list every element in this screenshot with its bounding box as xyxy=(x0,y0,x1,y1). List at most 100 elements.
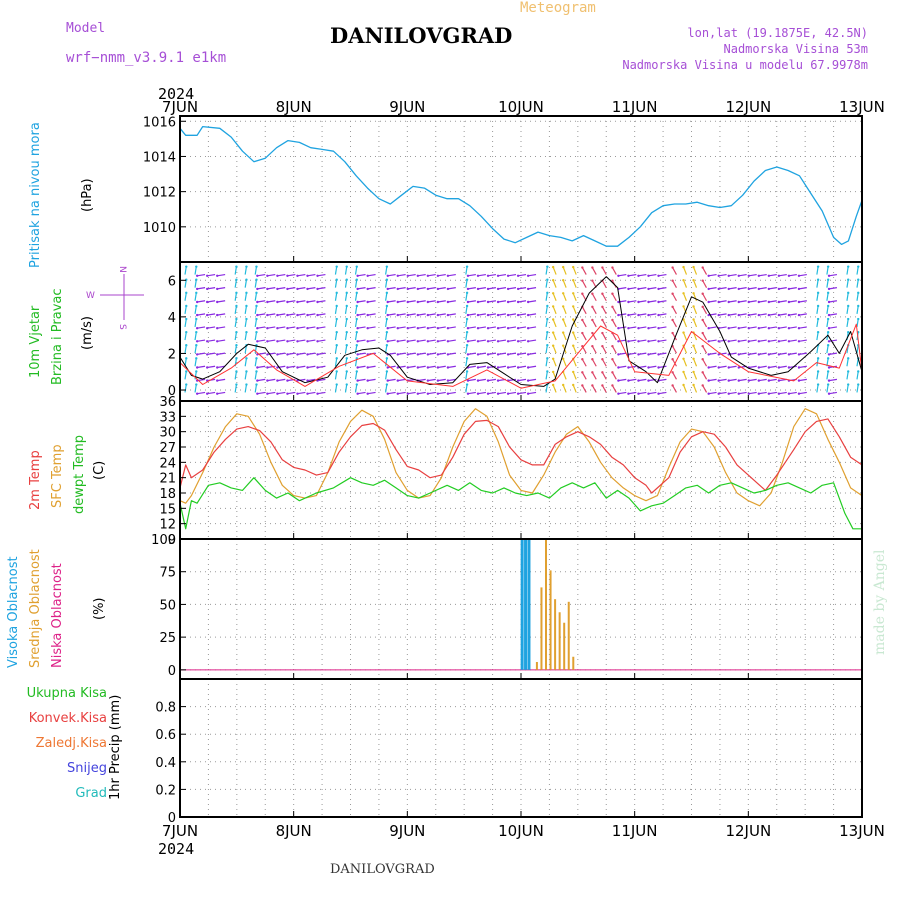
wind-barb xyxy=(277,313,286,316)
wind-barb-head xyxy=(682,357,685,361)
wind-barb xyxy=(194,279,197,288)
wind-barb-head xyxy=(816,291,820,295)
wind-barb-head xyxy=(185,383,188,386)
wind-barb xyxy=(184,279,187,288)
wind-barb xyxy=(497,391,507,395)
wind-barb-head xyxy=(816,304,820,308)
wind-barb xyxy=(497,339,507,342)
wind-barb-head xyxy=(777,366,781,369)
wind-barb xyxy=(507,273,517,277)
wind-barb xyxy=(778,287,787,290)
wind-barb-head xyxy=(306,366,309,369)
y-tick-label: 1014 xyxy=(143,150,176,165)
wind-barb-head xyxy=(216,274,219,278)
wind-barb xyxy=(297,378,306,382)
wind-barb-head xyxy=(727,274,730,278)
wind-barb xyxy=(467,300,476,303)
wind-barb-head xyxy=(647,313,650,317)
wind-barb xyxy=(244,292,248,301)
wind-barb xyxy=(572,319,577,328)
wind-barb-head xyxy=(787,366,791,369)
wind-barb-head xyxy=(757,313,761,317)
wind-barb xyxy=(768,391,777,395)
wind-barb xyxy=(828,273,838,277)
wind-barb-head xyxy=(486,274,490,278)
wind-barb xyxy=(702,358,708,367)
wind-barb xyxy=(518,273,527,277)
wind-barb-head xyxy=(426,366,430,369)
wind-barb xyxy=(184,332,187,341)
wind-barb xyxy=(708,391,717,395)
wind-barb xyxy=(672,332,677,341)
wind-barb-head xyxy=(707,287,710,291)
wind-barb xyxy=(467,391,476,395)
wind-barb-head xyxy=(355,370,358,373)
wind-barb xyxy=(354,332,358,341)
wind-barb-head xyxy=(727,300,730,304)
wind-barb-head xyxy=(637,300,640,304)
y-tick-label: 2 xyxy=(168,347,176,362)
wind-barb-head xyxy=(682,331,685,334)
wind-barb-head xyxy=(572,370,575,374)
wind-barb-head xyxy=(827,327,831,330)
wind-barb-head xyxy=(245,370,248,373)
wind-barb xyxy=(798,352,807,355)
wind-barb xyxy=(354,384,358,393)
wind-barb xyxy=(518,339,527,342)
wind-barb-head xyxy=(777,274,781,278)
wind-barb xyxy=(718,300,727,303)
wind-barb xyxy=(748,326,757,329)
wind-barb-head xyxy=(216,313,219,317)
wind-barb xyxy=(591,293,597,302)
wind-barb xyxy=(798,326,807,329)
wind-barb-head xyxy=(206,313,209,317)
wind-barb-head xyxy=(366,287,369,291)
wind-barb xyxy=(287,352,296,355)
wind-barb-head xyxy=(627,287,630,291)
wind-barb xyxy=(397,352,406,355)
wind-barb xyxy=(397,339,406,342)
wind-barb-head xyxy=(617,327,620,330)
wind-barb-head xyxy=(306,313,309,317)
wind-barb-head xyxy=(466,274,470,278)
wind-barb-head xyxy=(266,379,269,382)
wind-barb xyxy=(682,306,688,315)
wind-barb xyxy=(768,378,777,382)
wind-barb xyxy=(407,391,416,395)
wind-barb xyxy=(718,273,727,277)
wind-barb-head xyxy=(561,383,565,387)
wind-barb-head xyxy=(757,366,761,369)
wind-barb-head xyxy=(366,313,369,317)
wind-barb-head xyxy=(476,287,480,291)
wind-barb xyxy=(708,273,717,277)
wind-barb-head xyxy=(356,340,359,343)
year-bottom: 2024 xyxy=(158,840,195,858)
wind-barb xyxy=(357,391,366,395)
wind-barb xyxy=(728,391,737,395)
wind-barb xyxy=(591,267,597,275)
wind-barb-head xyxy=(345,330,348,334)
wind-barb-head xyxy=(826,278,830,281)
wind-barb xyxy=(344,266,348,275)
wind-barb-head xyxy=(245,383,248,386)
wind-barb xyxy=(611,385,617,393)
wind-barb xyxy=(217,339,226,342)
wind-barb-head xyxy=(601,318,604,322)
wind-barb-head xyxy=(426,287,430,291)
wind-barb-head xyxy=(682,279,685,282)
wind-barb-head xyxy=(747,340,750,343)
wind-barb-head xyxy=(416,274,420,278)
wind-barb-head xyxy=(857,278,860,281)
x-tick-label-bottom: 13JUN xyxy=(839,822,885,840)
wind-barb xyxy=(344,371,348,380)
wind-barb xyxy=(611,332,617,341)
wind-barb xyxy=(467,287,476,290)
wind-barb-head xyxy=(747,379,750,382)
wind-barb xyxy=(581,319,587,328)
wind-barb xyxy=(738,352,747,355)
y-tick-label: 9 xyxy=(168,533,176,548)
wind-barb xyxy=(387,273,396,277)
wind-barb-head xyxy=(416,392,420,395)
wind-barb-head xyxy=(581,279,584,282)
wind-barb-head xyxy=(826,344,830,347)
